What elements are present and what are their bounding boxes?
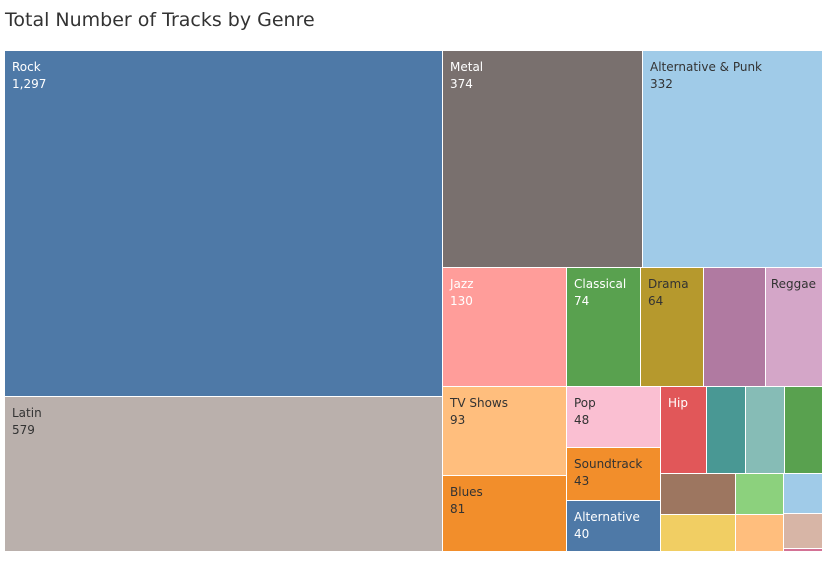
tile-label: TV Shows 93 bbox=[450, 395, 508, 429]
track-count: 93 bbox=[450, 413, 466, 427]
track-count: 81 bbox=[450, 502, 466, 516]
treemap-tile-reggae: Reggae bbox=[766, 268, 823, 387]
tile-label: Rock 1,297 bbox=[12, 59, 46, 93]
track-count: 43 bbox=[574, 474, 590, 488]
genre-name: Alternative bbox=[574, 510, 640, 524]
tile-label: Metal 374 bbox=[450, 59, 483, 93]
genre-name: Hip bbox=[668, 396, 688, 410]
tile-label: Drama 64 bbox=[648, 276, 689, 310]
track-count: 48 bbox=[574, 413, 590, 427]
treemap-tile-22 bbox=[784, 474, 823, 514]
treemap-tile-tv-shows: TV Shows 93 bbox=[443, 387, 567, 476]
tile-label: Alternative & Punk 332 bbox=[650, 59, 762, 93]
treemap-tile-20 bbox=[736, 474, 784, 515]
treemap-tile-19 bbox=[661, 515, 736, 552]
treemap-tile-classical: Classical 74 bbox=[567, 268, 641, 387]
chart-title: Total Number of Tracks by Genre bbox=[5, 9, 315, 31]
tile-label: Alternative 40 bbox=[574, 509, 640, 543]
treemap-tile-blues: Blues 81 bbox=[443, 476, 567, 552]
genre-name: Metal bbox=[450, 60, 484, 74]
treemap-tile-16 bbox=[746, 387, 785, 474]
treemap-tile-7 bbox=[704, 268, 766, 387]
tile-label: Pop 48 bbox=[574, 395, 596, 429]
tile-label: Classical 74 bbox=[574, 276, 626, 310]
tile-label: Blues 81 bbox=[450, 484, 483, 518]
treemap-tile-drama: Drama 64 bbox=[641, 268, 704, 387]
genre-name: Classical bbox=[574, 277, 627, 291]
track-count: 332 bbox=[650, 77, 673, 91]
track-count: 1,297 bbox=[12, 77, 47, 91]
treemap-tile-15 bbox=[707, 387, 746, 474]
genre-name: Soundtrack bbox=[574, 457, 643, 471]
genre-name: Latin bbox=[12, 406, 42, 420]
track-count: 374 bbox=[450, 77, 473, 91]
treemap-tile-jazz: Jazz 130 bbox=[443, 268, 567, 387]
tile-label: Jazz 130 bbox=[450, 276, 474, 310]
treemap-tile-21 bbox=[736, 515, 784, 552]
treemap-tile-17 bbox=[785, 387, 823, 474]
track-count: 130 bbox=[450, 294, 473, 308]
track-count: 579 bbox=[12, 423, 35, 437]
treemap-tile-metal: Metal 374 bbox=[443, 51, 643, 268]
tile-label: Reggae bbox=[771, 276, 816, 293]
treemap-tile-alternative-punk: Alternative & Punk 332 bbox=[643, 51, 823, 268]
treemap-tile-24 bbox=[784, 549, 823, 552]
track-count: 40 bbox=[574, 527, 590, 541]
genre-name: Rock bbox=[12, 60, 41, 74]
track-count: 64 bbox=[648, 294, 664, 308]
tile-label: Latin 579 bbox=[12, 405, 42, 439]
genre-name: Alternative & Punk bbox=[650, 60, 763, 74]
genre-name: Pop bbox=[574, 396, 596, 410]
treemap-tile-18 bbox=[661, 474, 736, 515]
genre-name: Jazz bbox=[450, 277, 474, 291]
tile-label: Soundtrack 43 bbox=[574, 456, 642, 490]
treemap-tile-soundtrack: Soundtrack 43 bbox=[567, 448, 661, 501]
treemap-tile-pop: Pop 48 bbox=[567, 387, 661, 448]
treemap: Rock 1,297 Latin 579 Metal 374 Alternative & P… bbox=[5, 51, 823, 552]
genre-name: Blues bbox=[450, 485, 483, 499]
treemap-tile-hip: Hip bbox=[661, 387, 707, 474]
treemap-tile-23 bbox=[784, 514, 823, 549]
treemap-tile-alternative: Alternative 40 bbox=[567, 501, 661, 552]
treemap-tile-latin: Latin 579 bbox=[5, 397, 443, 552]
track-count: 74 bbox=[574, 294, 590, 308]
genre-name: Reggae bbox=[770, 277, 816, 291]
treemap-tile-rock: Rock 1,297 bbox=[5, 51, 443, 397]
genre-name: Drama bbox=[648, 277, 689, 291]
tile-label: Hip bbox=[668, 395, 688, 412]
genre-name: TV Shows bbox=[450, 396, 508, 410]
